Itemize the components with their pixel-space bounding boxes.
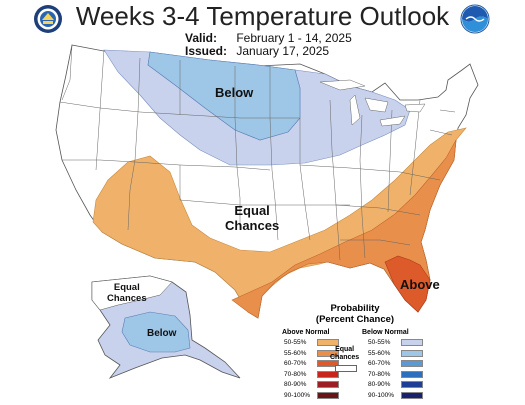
- legend-below-range: 60-70%: [368, 360, 391, 367]
- great-lakes: [319, 79, 426, 127]
- legend-above-row: 50-55%: [284, 339, 339, 346]
- legend-above-range: 70-80%: [284, 370, 307, 378]
- issued-value: January 17, 2025: [236, 44, 330, 58]
- legend-above-heading: Above Normal: [282, 329, 330, 336]
- legend-title: Probability (Percent Chance): [300, 303, 410, 325]
- issued-label: Issued:: [185, 44, 228, 58]
- legend-below-swatch: [401, 370, 423, 378]
- legend-above-row: 70-80%: [284, 370, 339, 378]
- legend-above-swatch: [317, 339, 339, 346]
- legend-below-row: 50-55%: [368, 339, 423, 346]
- equal-chances-label: Equal Chances: [225, 203, 279, 233]
- legend-above-row: 60-70%: [284, 360, 339, 367]
- page-title: Weeks 3-4 Temperature Outlook: [75, 1, 450, 31]
- alaska-equal-line-2: Chances: [107, 293, 147, 304]
- legend-above-range: 90-100%: [284, 391, 311, 399]
- legend-above-swatch: [317, 370, 339, 378]
- legend-equal-line-2: Chances: [330, 354, 360, 361]
- legend-equal-label: Equal Chances: [330, 346, 359, 362]
- legend-title-line-2: (Percent Chance): [315, 314, 395, 325]
- legend-below-row: 70-80%: [368, 370, 423, 378]
- legend-below-range: 55-60%: [368, 349, 391, 357]
- equal-chances-line-2: Chances: [225, 218, 280, 233]
- legend-below-swatch: [401, 339, 423, 346]
- legend-above-range: 60-70%: [284, 360, 307, 367]
- legend-below-range: 80-90%: [368, 381, 391, 388]
- legend-below-row: 60-70%: [368, 360, 423, 367]
- legend-below-row: 90-100%: [368, 391, 423, 399]
- commerce-seal-icon: [34, 5, 62, 33]
- issued-line: Issued: January 17, 2025: [185, 44, 329, 58]
- legend-above-row: 80-90%: [284, 381, 339, 388]
- legend-below-row: 55-60%: [368, 349, 423, 357]
- alaska-equal-line-1: Equal: [113, 282, 140, 293]
- legend-equal-swatch: [335, 365, 357, 372]
- alaska-equal-label: Equal Chances: [107, 282, 147, 304]
- below-label: Below: [215, 85, 254, 100]
- legend-above-range: 50-55%: [284, 339, 307, 346]
- legend-above-range: 80-90%: [284, 381, 307, 388]
- valid-line: Valid: February 1 - 14, 2025: [185, 31, 352, 45]
- state-lines: [59, 44, 456, 261]
- legend-below-heading: Below Normal: [362, 329, 409, 336]
- alaska-equal-region: [91, 275, 173, 311]
- legend-above-range: 55-60%: [284, 349, 307, 357]
- legend-below-range: 50-55%: [368, 339, 391, 346]
- legend-title-line-1: Probability: [330, 303, 380, 314]
- legend-above-row: 90-100%: [284, 391, 339, 399]
- legend-below-swatch: [401, 349, 423, 357]
- legend-below-row: 80-90%: [368, 381, 423, 388]
- noaa-logo-icon: [460, 4, 490, 34]
- legend-below-range: 90-100%: [368, 391, 395, 399]
- legend-below-range: 70-80%: [368, 370, 391, 378]
- legend-above-swatch: [317, 391, 339, 399]
- legend-above-swatch: [317, 381, 339, 388]
- above-label: Above: [400, 277, 440, 292]
- legend-above-row: 55-60%: [284, 349, 339, 357]
- legend-above-swatch: [317, 349, 339, 357]
- alaska-below-label: Below: [147, 328, 177, 339]
- legend-below-swatch: [401, 381, 423, 388]
- alaska-below-55-60: [121, 311, 191, 353]
- legend-above-swatch: [317, 360, 339, 367]
- valid-label: Valid:: [185, 31, 218, 45]
- above-60-70-region: [384, 255, 431, 313]
- legend-below-swatch: [401, 391, 423, 399]
- legend-equal-line-1: Equal: [335, 346, 355, 353]
- equal-chances-line-1: Equal: [234, 203, 270, 218]
- valid-value: February 1 - 14, 2025: [236, 31, 352, 45]
- legend-below-swatch: [401, 360, 423, 367]
